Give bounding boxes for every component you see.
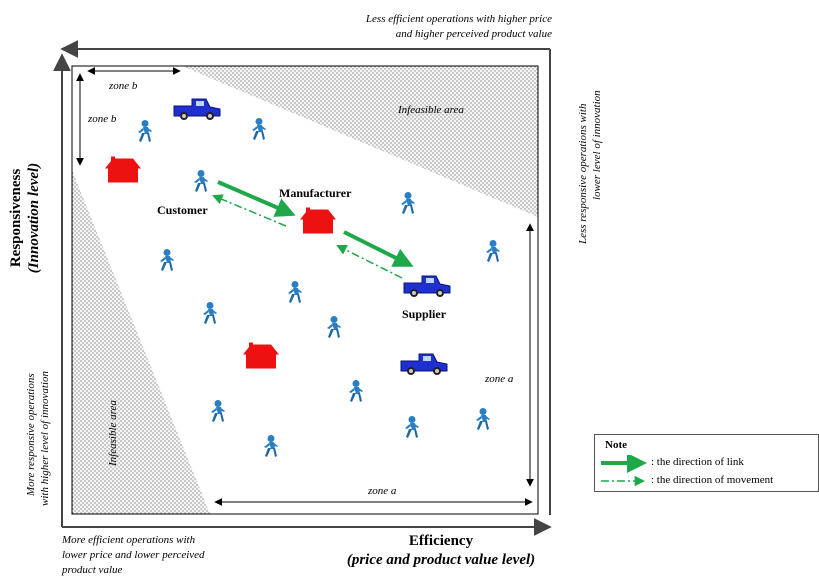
link-arrow-customer-manufacturer [217, 180, 296, 217]
customer-label: Customer [157, 203, 208, 217]
person-icon [211, 400, 225, 422]
person-icon [476, 408, 490, 430]
person-icon [486, 240, 500, 262]
note-title: Note [605, 439, 627, 451]
top-right-label-line2: and higher perceived product value [396, 28, 552, 40]
zone-a-bottom-label: zone a [367, 485, 397, 497]
bottom-left-label-line2: lower price and lower perceived [62, 549, 205, 561]
chart-frame [71, 65, 539, 515]
y-axis-title-line1: Responsiveness [8, 169, 24, 268]
truck-icon [403, 275, 451, 298]
person-icon [349, 380, 363, 402]
person-icon [203, 302, 217, 324]
zone-a-right-label: zone a [484, 373, 514, 385]
bottom-left-label-line1: More efficient operations with [61, 534, 196, 546]
person-icon [327, 316, 341, 338]
top-right-label-line1: Less efficient operations with higher pr… [365, 13, 552, 25]
right-vertical-label-line1: Less responsive operations with [577, 103, 589, 245]
person-icon [288, 281, 302, 303]
infeasible-area-top [182, 66, 538, 217]
note-legend: Note : the direction of link : the direc… [594, 434, 819, 492]
person-icon [264, 435, 278, 457]
house-icon [300, 207, 336, 234]
manufacturer-label: Manufacturer [279, 186, 352, 200]
left-vertical-label-line2: with higher level of innovation [39, 370, 51, 506]
bottom-left-label-line3: product value [61, 564, 122, 576]
x-axis-title-line2: (price and product value level) [347, 552, 535, 568]
note-link-text: : the direction of link [651, 456, 744, 468]
movement-arrow-supplier-manufacturer [336, 245, 403, 279]
y-axis-title-line2: (Innovation level) [26, 163, 42, 273]
house-icon [243, 342, 279, 369]
person-icon [401, 192, 415, 214]
link-arrow-manufacturer-supplier [343, 230, 414, 267]
x-axis-title-line1: Efficiency [409, 533, 474, 549]
zone-b-top-label: zone b [108, 80, 138, 92]
left-vertical-label-line1: More responsive operations [25, 373, 37, 497]
truck-icon [400, 353, 448, 376]
person-icon [138, 120, 152, 142]
person-icon [160, 249, 174, 271]
infeasible-area-left [72, 170, 210, 514]
zone-b-left-label: zone b [87, 113, 117, 125]
movement-arrow-manufacturer-customer [212, 194, 287, 227]
truck-icon [173, 98, 221, 121]
person-icon [405, 416, 419, 438]
person-icon [194, 170, 208, 192]
house-icon [105, 156, 141, 183]
person-icon [252, 118, 266, 140]
right-vertical-label-line2: lower level of innovation [591, 90, 603, 200]
supplier-label: Supplier [402, 307, 447, 321]
note-movement-text: : the direction of movement [651, 474, 774, 486]
infeasible-left-label: Infeasible area [107, 400, 119, 467]
infeasible-top-label: Infeasible area [397, 104, 464, 116]
legend-arrows [601, 455, 647, 487]
